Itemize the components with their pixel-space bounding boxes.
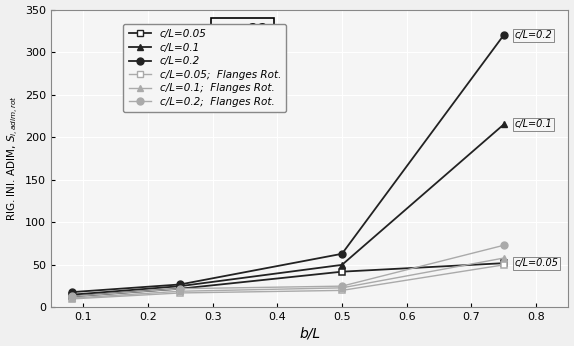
Text: c/L=0.05: c/L=0.05 <box>515 258 559 268</box>
Text: c/L=0.1: c/L=0.1 <box>515 119 553 129</box>
Y-axis label: RIG. INI. ADIM, $S_{i,adim,rot}$: RIG. INI. ADIM, $S_{i,adim,rot}$ <box>6 95 21 221</box>
Text: c/L=0.2: c/L=0.2 <box>515 30 553 40</box>
X-axis label: b/L: b/L <box>299 326 320 340</box>
Legend: c/L=0.05, c/L=0.1, c/L=0.2, c/L=0.05;  Flanges Rot., c/L=0.1;  Flanges Rot., c/L: c/L=0.05, c/L=0.1, c/L=0.2, c/L=0.05; Fl… <box>123 24 286 112</box>
Text: ψ = 22: ψ = 22 <box>216 23 268 38</box>
